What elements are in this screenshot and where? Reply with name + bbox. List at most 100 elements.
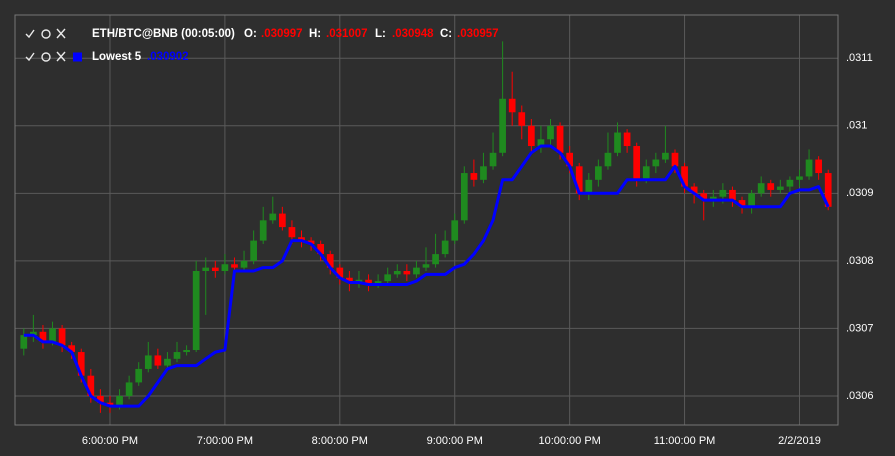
- candle-body: [231, 264, 238, 268]
- candle-body: [49, 328, 56, 342]
- candle-body: [326, 254, 334, 268]
- candle-body: [307, 240, 315, 244]
- legend-field-name: O:: [244, 28, 257, 40]
- candle-body: [451, 220, 459, 241]
- grid: [15, 15, 838, 425]
- candle-body: [671, 152, 679, 167]
- candle-body: [575, 166, 583, 194]
- y-tick-label: .0311: [846, 52, 873, 64]
- candle-body: [499, 98, 506, 153]
- x-tick-label: 6:00:00 PM: [82, 435, 138, 447]
- candle-body: [633, 146, 641, 180]
- candle-body: [518, 112, 526, 126]
- candle-body: [757, 183, 765, 194]
- candle-body: [298, 237, 305, 241]
- candle-body: [748, 193, 755, 207]
- settings-icon[interactable]: [41, 52, 51, 62]
- candle-body: [202, 267, 210, 271]
- legend-field-name: H:: [309, 28, 321, 40]
- candle-body: [662, 152, 669, 160]
- candle-body: [614, 132, 621, 153]
- candle-body: [279, 213, 286, 228]
- candle-body: [738, 200, 746, 207]
- candle-body: [154, 355, 162, 366]
- legend: ETH/BTC@BNB (00:05:00): [25, 28, 235, 62]
- candle-body: [77, 352, 85, 376]
- candle-body: [336, 267, 344, 278]
- candle-body: [365, 279, 372, 285]
- close-icon[interactable]: [56, 28, 66, 39]
- candle-body: [173, 352, 181, 359]
- check-icon[interactable]: [25, 52, 35, 62]
- candle-body: [595, 166, 602, 180]
- x-tick-label: 11:00:00 PM: [654, 435, 716, 447]
- candle-body: [87, 375, 95, 396]
- x-tick-label: 7:00:00 PM: [197, 435, 253, 447]
- candle-body: [623, 132, 631, 147]
- candle-body: [393, 270, 401, 275]
- y-tick-label: .0307: [846, 322, 874, 334]
- candle-body: [144, 355, 152, 369]
- candle-body: [508, 98, 516, 113]
- legend-title: ETH/BTC@BNB (00:05:00): [92, 28, 235, 40]
- candle-body: [116, 395, 123, 407]
- candle-body: [604, 152, 612, 167]
- candle-body: [125, 382, 133, 396]
- candle-body: [719, 189, 727, 197]
- legend-field-value: .031007: [326, 28, 368, 40]
- candle-body: [460, 173, 468, 221]
- candle-body: [30, 331, 37, 336]
- candle-body: [413, 267, 420, 275]
- candle-body: [374, 281, 382, 285]
- x-tick-label: 2/2/2019: [778, 435, 821, 447]
- candle-body: [824, 173, 832, 207]
- close-icon[interactable]: [56, 51, 66, 62]
- legend-swatch: [73, 52, 82, 62]
- legend-field-value: .030957: [457, 28, 499, 40]
- candle-body: [250, 240, 257, 261]
- candle-body: [269, 213, 277, 221]
- candle-body: [652, 159, 660, 167]
- candle-body: [776, 186, 784, 190]
- y-tick-label: .0306: [846, 390, 874, 402]
- candle-body: [700, 193, 708, 201]
- candle-body: [259, 220, 267, 241]
- candle-body: [97, 395, 104, 403]
- candle-body: [288, 227, 296, 238]
- candle-body: [556, 125, 564, 153]
- candle-body: [767, 183, 775, 190]
- candle-body: [796, 176, 803, 180]
- legend-field-value: .030997: [261, 28, 303, 40]
- plot-frame: [14, 14, 839, 426]
- candle-body: [20, 335, 28, 349]
- candle-body: [489, 152, 497, 167]
- candle-body: [58, 328, 66, 346]
- candle-body: [729, 189, 736, 201]
- candle-body: [441, 240, 449, 255]
- candle-body: [547, 125, 554, 140]
- legend-value: .030902: [147, 51, 189, 63]
- candle-body: [317, 243, 325, 255]
- x-tick-label: 9:00:00 PM: [427, 435, 483, 447]
- candle-body: [183, 350, 190, 353]
- candle-body: [786, 179, 794, 187]
- candle-body: [585, 179, 593, 194]
- settings-icon[interactable]: [41, 29, 51, 39]
- y-tick-label: .0309: [846, 187, 874, 199]
- candle-body: [422, 264, 430, 268]
- candle-body: [709, 196, 717, 201]
- candle-body: [68, 345, 76, 353]
- candle-body: [537, 139, 545, 147]
- y-tick-label: .0308: [846, 255, 874, 267]
- candle-body: [527, 125, 535, 147]
- legend-field-name: C:: [440, 28, 452, 40]
- candle-body: [211, 267, 219, 271]
- candle-body: [346, 277, 353, 283]
- candle-body: [39, 331, 47, 342]
- candle-body: [815, 159, 822, 174]
- candle-body: [470, 173, 478, 180]
- indicator-line: [23, 144, 830, 408]
- check-icon[interactable]: [25, 29, 35, 39]
